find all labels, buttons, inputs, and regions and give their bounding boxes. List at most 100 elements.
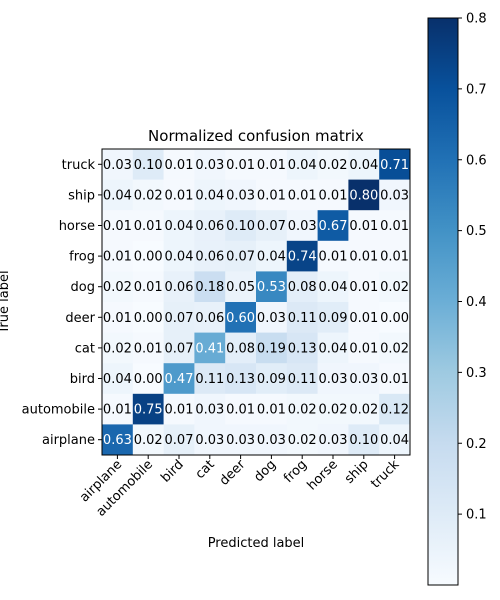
cell-value-label: 0.03 bbox=[195, 433, 224, 448]
heatmap-cell bbox=[225, 302, 257, 333]
cell-value-label: 0.00 bbox=[134, 372, 163, 387]
cell-value-label: 0.08 bbox=[226, 341, 255, 356]
heatmap-cell bbox=[348, 302, 380, 333]
heatmap-cell bbox=[132, 332, 164, 364]
heatmap-cell bbox=[102, 363, 134, 395]
heatmap-cell bbox=[132, 149, 164, 180]
x-tick-label: ship bbox=[342, 457, 372, 487]
heatmap-cell bbox=[194, 210, 226, 242]
cell-value-label: 0.12 bbox=[380, 403, 409, 418]
cell-value-label: 0.01 bbox=[319, 188, 348, 203]
heatmap-cell bbox=[317, 210, 349, 242]
heatmap-cell bbox=[102, 149, 134, 180]
cell-value-label: 0.11 bbox=[195, 372, 224, 387]
cell-value-label: 0.01 bbox=[134, 280, 163, 295]
heatmap-cell bbox=[102, 332, 134, 364]
cell-value-label: 0.04 bbox=[165, 250, 194, 265]
heatmap-cell bbox=[348, 240, 380, 272]
cell-value-label: 0.03 bbox=[288, 219, 317, 234]
y-tick-label: deer bbox=[65, 311, 95, 326]
heatmap-cell bbox=[163, 210, 195, 242]
cell-value-label: 0.01 bbox=[257, 188, 286, 203]
cell-value-label: 0.03 bbox=[257, 311, 286, 326]
cell-value-label: 0.18 bbox=[195, 280, 224, 295]
cell-value-label: 0.06 bbox=[195, 219, 224, 234]
cell-value-label: 0.07 bbox=[165, 311, 194, 326]
heatmap-cell bbox=[286, 210, 318, 242]
y-tick-label: ship bbox=[68, 188, 95, 203]
cell-value-label: 0.11 bbox=[288, 372, 317, 387]
heatmap-cell bbox=[256, 149, 288, 180]
cell-value-label: 0.04 bbox=[349, 158, 378, 173]
heatmap-cell bbox=[163, 424, 195, 456]
heatmap-cell bbox=[102, 210, 134, 242]
heatmap-cell bbox=[102, 179, 134, 211]
cell-value-label: 0.01 bbox=[349, 250, 378, 265]
cell-value-label: 0.47 bbox=[165, 372, 194, 387]
heatmap-cell bbox=[132, 363, 164, 395]
x-tick-label: dog bbox=[251, 457, 279, 485]
heatmap-cell bbox=[379, 210, 411, 242]
cell-value-label: 0.60 bbox=[226, 311, 255, 326]
heatmap-cell bbox=[225, 393, 257, 425]
cell-value-label: 0.02 bbox=[103, 280, 132, 295]
heatmap-cell bbox=[348, 393, 380, 425]
cell-value-label: 0.01 bbox=[226, 403, 255, 418]
cell-value-label: 0.04 bbox=[103, 372, 132, 387]
cell-value-label: 0.01 bbox=[134, 219, 163, 234]
cell-value-label: 0.04 bbox=[165, 219, 194, 234]
heatmap-cell bbox=[102, 240, 134, 272]
cell-value-label: 0.03 bbox=[226, 433, 255, 448]
heatmap-cell bbox=[256, 240, 288, 272]
heatmap-cell bbox=[102, 393, 134, 425]
heatmap-cell bbox=[163, 240, 195, 272]
heatmap-cell bbox=[286, 424, 318, 456]
cell-value-label: 0.06 bbox=[195, 311, 224, 326]
heatmap-cell bbox=[194, 363, 226, 395]
colorbar-gradient bbox=[427, 17, 459, 586]
cell-value-label: 0.04 bbox=[319, 280, 348, 295]
heatmap-cell bbox=[225, 424, 257, 456]
heatmap-cell bbox=[348, 210, 380, 242]
heatmap-cell bbox=[348, 149, 380, 180]
heatmap-cell bbox=[379, 179, 411, 211]
heatmap-cell bbox=[194, 240, 226, 272]
cell-value-label: 0.13 bbox=[226, 372, 255, 387]
heatmap-cell bbox=[132, 179, 164, 211]
cell-value-label: 0.01 bbox=[349, 341, 378, 356]
heatmap-cell bbox=[317, 363, 349, 395]
heatmap-cells: 0.03 0.10 0.01 0.03 0.01 0.01 0.04 0.02 0.04 0.71… bbox=[102, 149, 411, 456]
heatmap-cell bbox=[225, 332, 257, 364]
colorbar-tick-label: 0.6 bbox=[466, 153, 487, 168]
cell-value-label: 0.01 bbox=[288, 188, 317, 203]
y-axis-label: True label bbox=[0, 270, 12, 334]
heatmap-cell bbox=[379, 271, 411, 303]
heatmap-cell bbox=[163, 179, 195, 211]
y-tick-label: bird bbox=[70, 372, 95, 387]
x-axis-label: Predicted label bbox=[208, 536, 305, 551]
heatmap-cell bbox=[317, 424, 349, 456]
cell-value-label: 0.53 bbox=[257, 280, 286, 295]
heatmap-cell bbox=[225, 149, 257, 180]
cell-value-label: 0.10 bbox=[134, 158, 163, 173]
colorbar-tick-label: 0.3 bbox=[466, 366, 487, 381]
cell-value-label: 0.07 bbox=[257, 219, 286, 234]
heatmap-cell bbox=[194, 393, 226, 425]
cell-value-label: 0.41 bbox=[195, 341, 224, 356]
heatmap-cell bbox=[225, 240, 257, 272]
cell-value-label: 0.03 bbox=[226, 188, 255, 203]
heatmap-cell bbox=[348, 363, 380, 395]
heatmap-cell bbox=[256, 179, 288, 211]
cell-value-label: 0.00 bbox=[134, 311, 163, 326]
cell-value-label: 0.71 bbox=[380, 158, 409, 173]
cell-value-label: 0.00 bbox=[380, 311, 409, 326]
heatmap-cell bbox=[348, 179, 380, 211]
cell-value-label: 0.05 bbox=[226, 280, 255, 295]
cell-value-label: 0.01 bbox=[349, 280, 378, 295]
cell-value-label: 0.01 bbox=[380, 372, 409, 387]
heatmap-cell bbox=[163, 302, 195, 333]
cell-value-label: 0.02 bbox=[103, 341, 132, 356]
cell-value-label: 0.63 bbox=[103, 433, 132, 448]
cell-value-label: 0.02 bbox=[349, 403, 378, 418]
heatmap-cell bbox=[194, 271, 226, 303]
